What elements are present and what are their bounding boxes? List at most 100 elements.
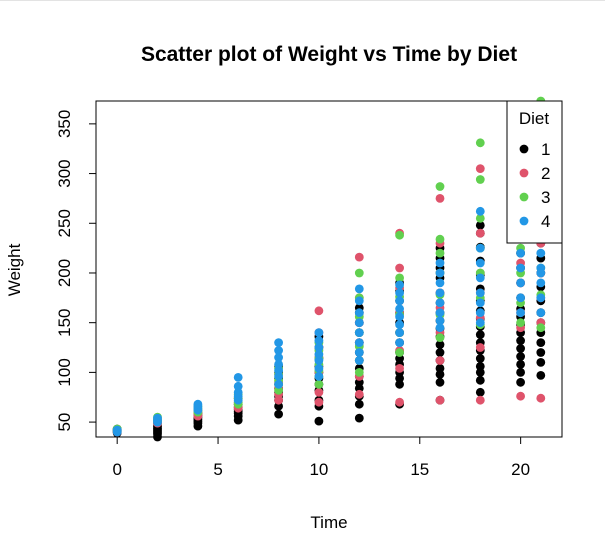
data-point-diet-2 — [314, 387, 324, 397]
y-tick-label: 50 — [55, 413, 74, 432]
data-point-diet-4 — [475, 288, 485, 298]
data-point-diet-4 — [536, 293, 546, 303]
legend-label-diet-2: 2 — [541, 164, 550, 183]
legend-label-diet-3: 3 — [541, 188, 550, 207]
legend-marker-diet-4 — [519, 216, 529, 226]
data-point-diet-4 — [395, 312, 404, 322]
data-point-diet-1 — [475, 330, 485, 339]
data-point-diet-4 — [274, 353, 283, 362]
data-point-diet-2 — [536, 393, 546, 403]
data-point-diet-4 — [516, 248, 525, 258]
data-point-diet-1 — [516, 336, 525, 345]
data-point-diet-1 — [274, 409, 283, 419]
data-point-diet-4 — [475, 273, 485, 283]
data-point-diet-4 — [354, 296, 364, 306]
data-point-diet-4 — [354, 284, 364, 294]
data-point-diet-3 — [395, 273, 404, 283]
x-tick-label: 5 — [213, 460, 222, 479]
data-point-diet-2 — [475, 164, 485, 174]
legend: Diet 1 2 3 4 — [506, 100, 563, 244]
data-point-diet-4 — [536, 308, 546, 318]
data-point-diet-1 — [516, 368, 525, 377]
data-point-diet-4 — [435, 316, 445, 326]
data-point-diet-1 — [435, 348, 445, 357]
data-point-diet-3 — [314, 379, 324, 389]
window-top-border — [0, 0, 605, 1]
data-point-diet-4 — [435, 278, 445, 288]
data-point-diet-2 — [475, 395, 485, 405]
data-point-diet-3 — [475, 138, 485, 148]
x-axis-label: Time — [310, 513, 347, 532]
data-point-diet-4 — [274, 379, 283, 389]
data-point-diet-1 — [475, 387, 485, 397]
data-point-diet-3 — [395, 348, 404, 357]
y-tick-label: 250 — [55, 209, 74, 237]
data-point-diet-4 — [395, 304, 404, 314]
data-point-diet-2 — [354, 252, 364, 262]
data-point-diet-2 — [435, 356, 445, 365]
data-point-diet-1 — [536, 371, 546, 380]
data-points — [112, 96, 546, 442]
data-point-diet-3 — [475, 213, 485, 223]
data-point-diet-3 — [435, 333, 445, 342]
data-point-diet-4 — [112, 425, 122, 435]
data-point-diet-4 — [475, 298, 485, 308]
legend-title: Diet — [519, 109, 550, 128]
data-point-diet-1 — [516, 377, 525, 387]
data-point-diet-3 — [395, 230, 404, 240]
data-point-diet-1 — [435, 377, 445, 387]
data-point-diet-1 — [354, 399, 364, 409]
data-point-diet-1 — [435, 340, 445, 349]
data-point-diet-4 — [193, 399, 203, 409]
data-point-diet-3 — [536, 323, 546, 333]
y-tick-label: 200 — [55, 259, 74, 287]
data-point-diet-2 — [395, 397, 404, 407]
data-point-diet-3 — [354, 368, 364, 377]
data-point-diet-4 — [536, 278, 546, 288]
data-point-diet-4 — [475, 206, 485, 216]
data-point-diet-4 — [435, 323, 445, 333]
data-point-diet-1 — [536, 358, 546, 367]
data-point-diet-2 — [314, 306, 324, 316]
legend-marker-diet-3 — [519, 192, 529, 202]
y-tick-label: 300 — [55, 159, 74, 187]
data-point-diet-2 — [475, 343, 485, 352]
data-point-diet-4 — [233, 381, 243, 391]
data-point-diet-4 — [354, 338, 364, 347]
data-point-diet-4 — [475, 308, 485, 318]
data-point-diet-1 — [475, 220, 485, 230]
data-point-diet-4 — [435, 288, 445, 298]
data-point-diet-4 — [354, 328, 364, 337]
data-point-diet-4 — [516, 278, 525, 288]
y-tick-label: 100 — [55, 358, 74, 386]
y-tick-label: 350 — [55, 110, 74, 138]
data-point-diet-1 — [516, 360, 525, 369]
data-point-diet-1 — [354, 413, 364, 423]
legend-box — [506, 100, 563, 244]
data-point-diet-4 — [435, 308, 445, 318]
data-point-diet-1 — [536, 348, 546, 357]
data-point-diet-4 — [233, 373, 243, 382]
data-point-diet-4 — [354, 356, 364, 365]
legend-label-diet-1: 1 — [541, 140, 550, 159]
y-axis-label: Weight — [5, 243, 24, 296]
data-point-diet-4 — [274, 360, 283, 369]
data-point-diet-4 — [435, 268, 445, 278]
data-point-diet-4 — [475, 318, 485, 328]
x-tick-label: 15 — [410, 460, 429, 479]
data-point-diet-2 — [395, 364, 404, 373]
data-point-diet-1 — [475, 375, 485, 385]
data-point-diet-4 — [354, 348, 364, 357]
data-point-diet-3 — [435, 234, 445, 244]
data-point-diet-2 — [435, 194, 445, 203]
legend-marker-diet-1 — [519, 144, 529, 154]
data-point-diet-3 — [475, 175, 485, 184]
data-point-diet-1 — [516, 352, 525, 361]
data-point-diet-3 — [435, 182, 445, 191]
y-axis: 50 100 150 200 250 300 350 — [55, 110, 97, 432]
data-point-diet-4 — [314, 364, 324, 373]
data-point-diet-4 — [516, 263, 525, 273]
data-point-diet-1 — [475, 354, 485, 363]
